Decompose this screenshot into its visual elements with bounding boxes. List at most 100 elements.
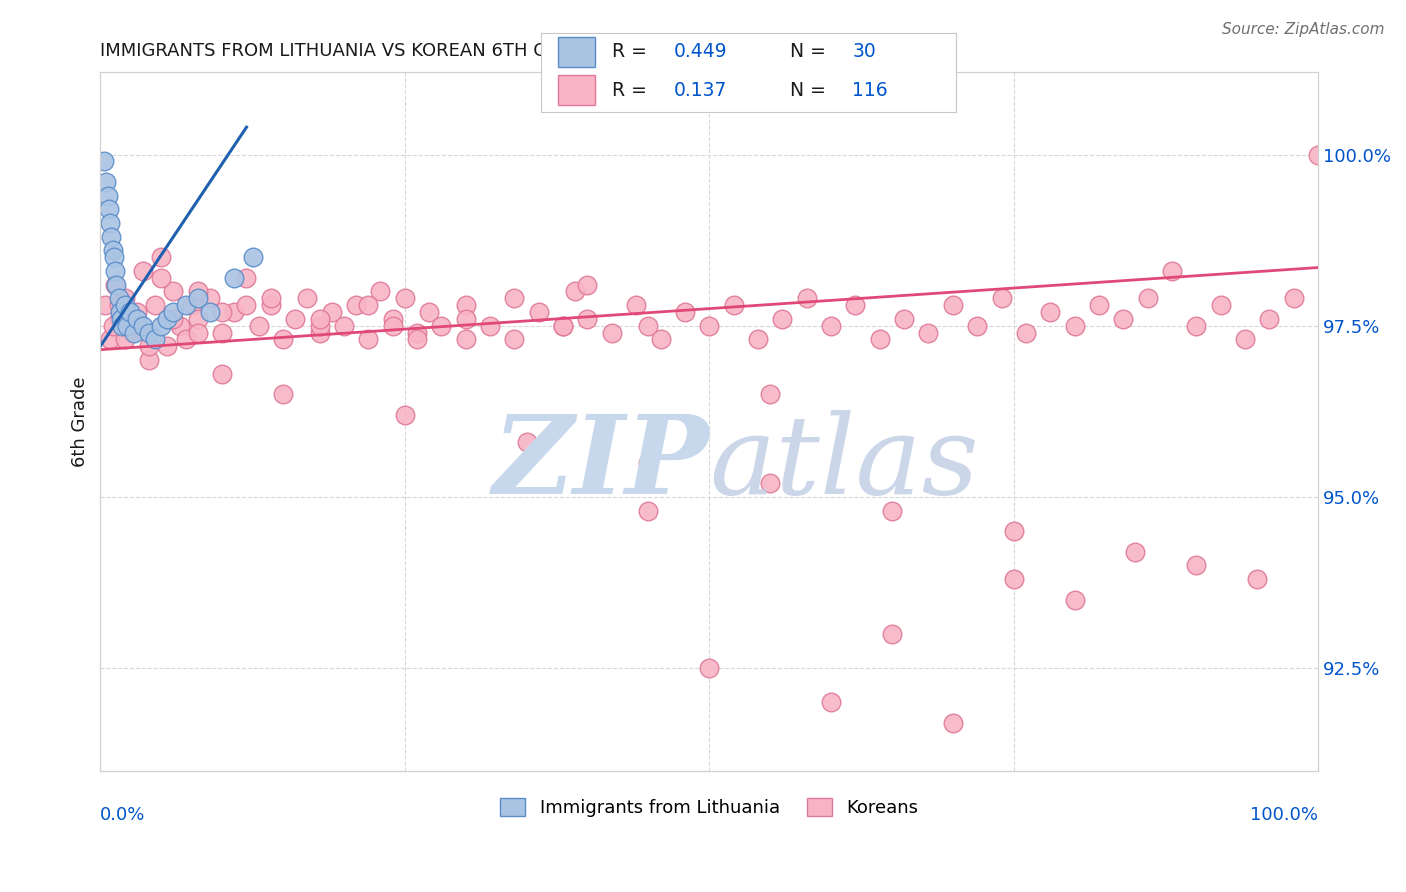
Point (124, 326, 146, 340)
Point (406, 333, 429, 347)
Text: 0.449: 0.449 (673, 42, 728, 62)
Point (796, 291, 818, 305)
Point (94, 298, 117, 312)
Point (1125, 544, 1147, 558)
Point (211, 305, 233, 319)
Point (156, 339, 179, 353)
Point (516, 435, 538, 450)
Point (132, 264, 155, 278)
Point (138, 326, 160, 340)
Point (1258, 311, 1281, 326)
Point (150, 250, 173, 264)
Point (162, 285, 184, 299)
Point (132, 318, 155, 333)
Text: N =: N = (790, 42, 832, 62)
Point (637, 318, 659, 333)
Point (1002, 524, 1025, 538)
Point (125, 318, 148, 333)
Point (115, 318, 138, 333)
Point (942, 298, 965, 312)
Text: ZIP: ZIP (492, 409, 709, 517)
Bar (558, 37, 595, 67)
Point (187, 326, 209, 340)
Point (143, 298, 166, 312)
Point (138, 339, 160, 353)
Point (98, 333, 121, 347)
Point (108, 305, 131, 319)
Point (394, 408, 416, 422)
Text: 116: 116 (852, 81, 889, 100)
Text: 100.0%: 100.0% (1250, 805, 1319, 823)
Point (650, 333, 672, 347)
Point (917, 326, 939, 340)
Point (271, 387, 294, 401)
Legend: Immigrants from Lithuania, Koreans: Immigrants from Lithuania, Koreans (492, 790, 925, 824)
Point (98, 216, 121, 230)
Point (990, 291, 1012, 305)
Point (198, 291, 221, 305)
Text: 0.0%: 0.0% (100, 805, 146, 823)
Point (697, 661, 720, 675)
Point (150, 270, 173, 285)
Point (723, 298, 745, 312)
Point (235, 298, 257, 312)
Point (893, 311, 915, 326)
Point (107, 311, 129, 326)
Point (174, 333, 197, 347)
Point (454, 298, 477, 312)
Point (180, 298, 202, 312)
Point (103, 250, 125, 264)
Point (673, 305, 696, 319)
Point (110, 311, 132, 326)
Point (344, 298, 367, 312)
Point (120, 326, 142, 340)
Point (187, 291, 209, 305)
Text: N =: N = (790, 81, 832, 100)
Point (308, 311, 330, 326)
Point (1308, 147, 1330, 161)
Point (381, 311, 404, 326)
Point (242, 250, 264, 264)
Point (125, 305, 148, 319)
Point (308, 326, 330, 340)
Point (1063, 318, 1085, 333)
Point (187, 285, 209, 299)
Point (104, 277, 127, 292)
Point (118, 305, 141, 319)
Point (454, 311, 477, 326)
Text: R =: R = (612, 81, 658, 100)
Point (138, 353, 160, 368)
Point (114, 298, 136, 312)
Point (93, 154, 115, 169)
Point (101, 244, 124, 258)
Point (174, 298, 197, 312)
Point (247, 318, 270, 333)
Point (114, 333, 136, 347)
Point (1002, 572, 1025, 586)
Point (1185, 558, 1208, 573)
Text: 0.137: 0.137 (673, 81, 727, 100)
Point (1136, 291, 1159, 305)
Point (107, 291, 129, 305)
Point (381, 318, 404, 333)
Point (370, 285, 392, 299)
Point (308, 318, 330, 333)
Point (224, 270, 246, 285)
Point (747, 333, 769, 347)
Point (1282, 291, 1305, 305)
Point (553, 318, 575, 333)
Point (1063, 592, 1085, 607)
Point (333, 318, 356, 333)
Point (430, 318, 453, 333)
Point (97, 202, 120, 217)
Point (211, 326, 233, 340)
Point (156, 311, 179, 326)
Point (527, 305, 550, 319)
Point (770, 311, 793, 326)
Point (600, 326, 623, 340)
Point (271, 333, 294, 347)
Point (125, 311, 148, 326)
Point (503, 333, 526, 347)
Point (869, 333, 891, 347)
Point (576, 311, 599, 326)
